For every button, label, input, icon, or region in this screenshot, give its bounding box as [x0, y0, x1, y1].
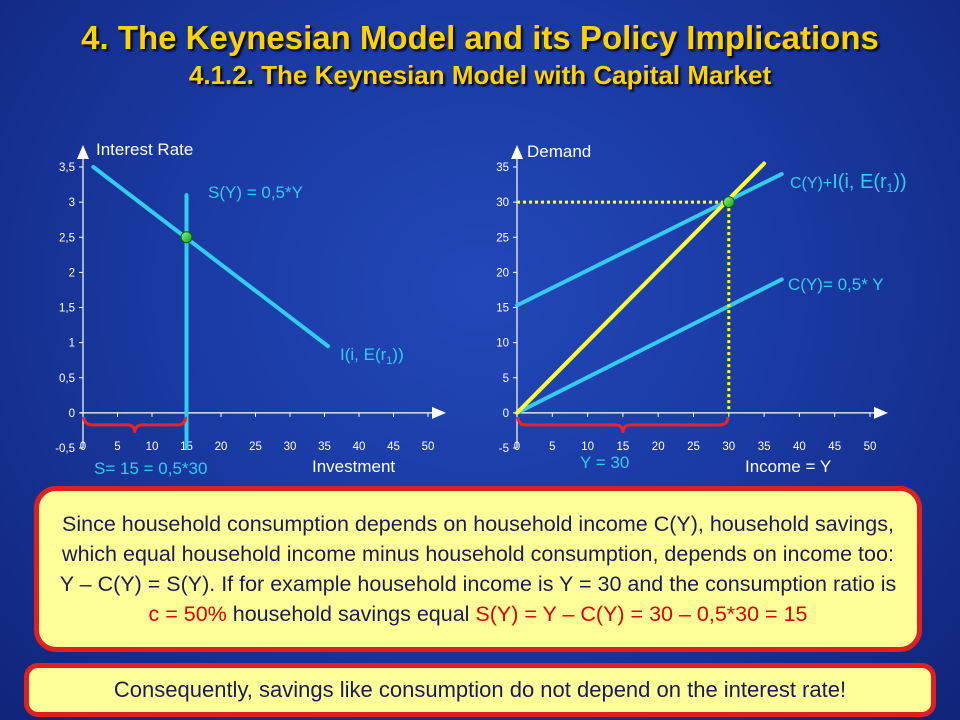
- x-tick-label: 35: [318, 441, 331, 453]
- aggregate-demand-label-small: C(Y)+: [790, 175, 832, 192]
- explanation-part-1: Since household consumption depends on h…: [59, 512, 897, 596]
- explanation-text: Since household consumption depends on h…: [57, 509, 899, 629]
- goods-market-chart: -5 0 5 10 15 20 25 30 35 0 5 10 15 20 25 30 35 40 45 50 Dema…: [496, 142, 906, 476]
- x-tick-label: 10: [146, 441, 159, 453]
- y-tick-label: 0: [69, 408, 75, 420]
- conclusion-box: Consequently, savings like consumption d…: [24, 663, 936, 717]
- x-tick-label: 35: [758, 441, 771, 453]
- y-tick-label: 0: [503, 408, 509, 420]
- x-tick-label: 50: [422, 441, 435, 453]
- y-axis-title: Interest Rate: [96, 140, 193, 159]
- x-tick-label: 50: [864, 441, 877, 453]
- y-axis-title: Demand: [527, 142, 591, 161]
- quantity-brace: [516, 416, 730, 433]
- y-tick-label: 3,5: [59, 162, 75, 174]
- savings-formula-text: S(Y) = Y – C(Y) = 30 – 0,5*30 = 15: [475, 602, 808, 626]
- slide-title: 4. The Keynesian Model and its Policy Im…: [81, 19, 879, 56]
- x-tick-label: 25: [687, 441, 700, 453]
- y-tick-label: 2,5: [59, 232, 75, 244]
- series-line: [515, 172, 784, 308]
- investment-label-main: I(i, E(r: [340, 345, 387, 364]
- aggregate-demand-label-close: )): [893, 171, 906, 193]
- x-tick-label: 0: [514, 441, 520, 453]
- y-axis-arrow: [511, 145, 523, 159]
- x-axis-title: Income = Y: [745, 457, 831, 476]
- x-axis-arrow: [432, 406, 446, 419]
- aggregate-demand-label-big: I(i, E(r: [832, 171, 887, 193]
- investment-label-sub: 1: [386, 355, 392, 367]
- x-tick-label: 45: [828, 441, 841, 453]
- y-tick-label: 30: [496, 197, 509, 209]
- aggregate-demand-label-sub: 1: [887, 181, 894, 195]
- consumption-curve-label: C(Y)= 0,5* Y: [788, 275, 884, 294]
- y-tick-label: 3: [69, 197, 75, 209]
- x-tick-label: 10: [581, 441, 594, 453]
- savings-brace-label: S= 15 = 0,5*30: [94, 459, 207, 478]
- y-tick-label: 35: [496, 162, 509, 174]
- y-tick-label: 25: [496, 232, 509, 244]
- capital-market-chart: -0,500,511,522,533,505101520253035404550…: [55, 140, 446, 478]
- series-line: [515, 161, 767, 415]
- x-tick-label: 40: [793, 441, 806, 453]
- x-tick-label: 5: [114, 441, 120, 453]
- x-tick-label: 20: [215, 441, 228, 453]
- y-tick-label: 2: [69, 267, 75, 279]
- y-tick-label: 5: [503, 373, 509, 385]
- x-tick-label: 15: [617, 441, 630, 453]
- explanation-part-2: household savings equal: [226, 602, 476, 626]
- x-tick-label: 30: [284, 441, 297, 453]
- explanation-box: Since household consumption depends on h…: [34, 486, 922, 652]
- series-line: [91, 165, 330, 349]
- equilibrium-point: [180, 231, 193, 244]
- y-axis-arrow: [77, 145, 89, 159]
- x-tick-label: 5: [549, 441, 555, 453]
- investment-label-close: )): [392, 345, 403, 364]
- investment-curve-label: I(i, E(r1)): [340, 345, 404, 367]
- y-tick-label: 10: [496, 338, 509, 350]
- equilibrium-point: [722, 196, 735, 209]
- conclusion-text: Consequently, savings like consumption d…: [113, 677, 847, 702]
- x-tick-label: 30: [722, 441, 735, 453]
- y-tick-label: -0,5: [55, 443, 75, 455]
- quantity-brace: [82, 416, 187, 433]
- y-tick-label: -5: [499, 443, 509, 455]
- y-tick-label: 15: [496, 303, 509, 315]
- y-tick-label: 0,5: [59, 373, 75, 385]
- x-tick-label: 25: [249, 441, 262, 453]
- x-axis-arrow: [874, 406, 888, 419]
- y-tick-label: 1,5: [59, 303, 75, 315]
- consumption-ratio-text: c = 50%: [148, 602, 227, 626]
- x-tick-label: 45: [387, 441, 400, 453]
- x-tick-label: 40: [353, 441, 366, 453]
- aggregate-demand-label: C(Y)+I(i, E(r1)): [790, 171, 907, 195]
- x-tick-label: 20: [652, 441, 665, 453]
- x-axis-title: Investment: [312, 457, 395, 476]
- title-block: 4. The Keynesian Model and its Policy Im…: [0, 18, 960, 92]
- series-line: [515, 277, 784, 415]
- slide-subtitle: 4.1.2. The Keynesian Model with Capital …: [188, 60, 772, 90]
- income-brace-label: Y = 30: [580, 453, 629, 472]
- savings-curve-label: S(Y) = 0,5*Y: [208, 183, 303, 202]
- y-tick-label: 20: [496, 267, 509, 279]
- y-tick-label: 1: [69, 338, 75, 350]
- x-tick-label: 0: [80, 441, 86, 453]
